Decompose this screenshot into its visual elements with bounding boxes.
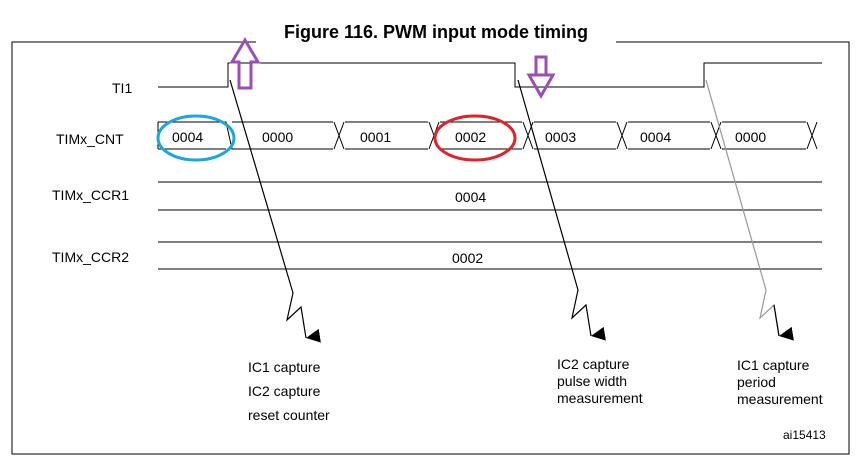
figure-title: Figure 116. PWM input mode timing (284, 22, 588, 42)
annotation-ic1-period: IC1 capture period measurement (737, 357, 823, 407)
cnt-value-0: 0004 (172, 129, 203, 145)
signal-label-ccr2: TIMx_CCR2 (52, 249, 129, 265)
title-background (256, 18, 616, 46)
ti1-waveform (158, 62, 822, 88)
cnt-value-4: 0003 (545, 129, 576, 145)
annotation-3-line-1: IC1 capture (737, 357, 810, 373)
cnt-values: 0004 0000 0001 0002 0003 0004 0000 (172, 129, 766, 145)
signal-label-cnt: TIMx_CNT (56, 131, 124, 147)
signal-label-ccr1: TIMx_CCR1 (52, 187, 129, 203)
falling-edge-arrow-icon (526, 55, 556, 100)
cnt-crossing (616, 121, 628, 150)
figure-id: ai15413 (783, 428, 826, 442)
annotation-1-line-3: reset counter (248, 407, 330, 423)
cnt-crossing (333, 121, 345, 150)
cnt-value-3: 0002 (455, 129, 486, 145)
annotation-1-line-2: IC2 capture (248, 383, 321, 399)
highlight-circle-blue (156, 114, 236, 162)
ccr2-value: 0002 (452, 250, 483, 266)
annotation-2-line-2: pulse width (557, 373, 627, 389)
annotation-ic2-pulse-width: IC2 capture pulse width measurement (557, 356, 643, 406)
callout-leader-2 (517, 79, 606, 341)
annotation-2-line-3: measurement (557, 390, 643, 406)
cnt-value-2: 0001 (360, 129, 391, 145)
cnt-value-5: 0004 (640, 129, 671, 145)
cnt-value-1: 0000 (262, 129, 293, 145)
callout-leader-1 (229, 79, 321, 343)
rising-edge-arrow-icon (229, 37, 261, 90)
annotation-1-line-1: IC1 capture (248, 359, 321, 375)
signal-label-ti1: TI1 (112, 80, 132, 96)
highlight-circle-red (433, 114, 517, 162)
annotation-3-line-2: period (737, 374, 776, 390)
annotation-2-line-1: IC2 capture (557, 356, 630, 372)
callout-leader-3 (705, 79, 780, 337)
ccr1-value: 0004 (455, 189, 486, 205)
figure-frame (11, 41, 850, 455)
annotation-ic1-reset: IC1 capture IC2 capture reset counter (248, 359, 330, 423)
callout-leader-3-tail (773, 304, 794, 341)
annotation-3-line-3: measurement (737, 391, 823, 407)
cnt-crossing (806, 121, 818, 150)
cnt-value-6: 0000 (735, 129, 766, 145)
